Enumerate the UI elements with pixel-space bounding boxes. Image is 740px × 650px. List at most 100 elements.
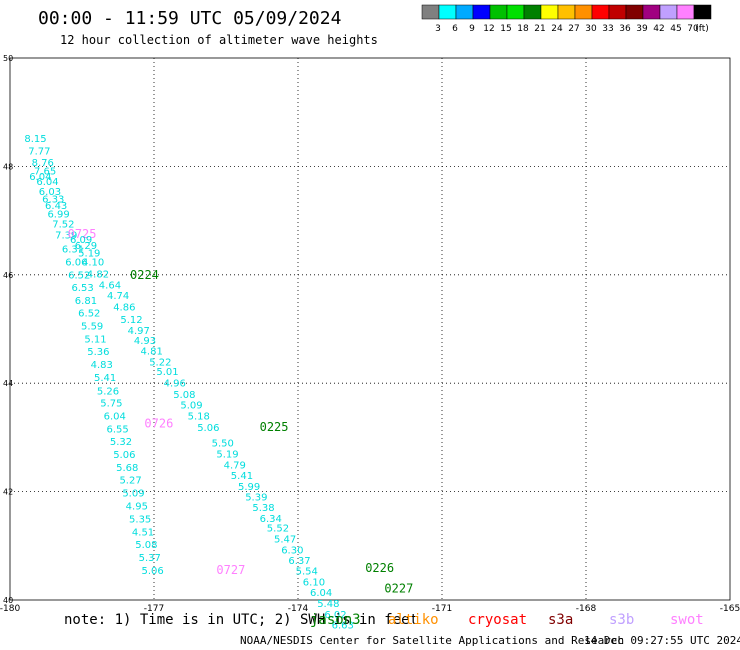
colorbar-swatch bbox=[489, 4, 508, 20]
wave-height-value: 5.52 bbox=[267, 524, 289, 535]
wave-height-value: 5.18 bbox=[188, 412, 210, 423]
wave-height-value: 5.19 bbox=[78, 248, 100, 259]
colorbar-swatch bbox=[642, 4, 661, 20]
x-tick-label: -165 bbox=[720, 604, 740, 614]
pass-time-label: 0226 bbox=[365, 561, 394, 575]
x-tick-label: -180 bbox=[0, 604, 20, 614]
wave-height-value: 5.59 bbox=[81, 322, 103, 333]
pass-time-label: 0725 bbox=[68, 227, 97, 241]
wave-height-value: 4.82 bbox=[87, 270, 109, 281]
colorbar-swatch bbox=[676, 4, 695, 20]
wave-height-value: 4.10 bbox=[82, 258, 104, 269]
wave-height-value: 4.97 bbox=[128, 326, 150, 337]
colorbar-swatch bbox=[540, 4, 559, 20]
pass-time-label: 0224 bbox=[130, 268, 159, 282]
wave-height-value: 6.34 bbox=[260, 514, 282, 525]
wave-height-value: 5.26 bbox=[97, 387, 119, 398]
wave-height-value: 5.68 bbox=[116, 463, 138, 474]
wave-height-value: 4.96 bbox=[164, 378, 186, 389]
wave-height-value: 6.10 bbox=[303, 577, 325, 588]
colorbar-legend: 3 6 9 12 15 18 21 24 27 30 33 36 39 42 45 70(ft) bbox=[421, 4, 712, 34]
wave-height-value: 5.22 bbox=[149, 357, 171, 368]
wave-height-value: 5.39 bbox=[245, 492, 267, 503]
wave-height-value: 5.35 bbox=[129, 514, 151, 525]
wave-height-value: 6.29 bbox=[75, 241, 97, 252]
wave-height-value: 8.15 bbox=[24, 134, 46, 145]
wave-height-value: 5.08 bbox=[173, 390, 195, 401]
wave-height-value: 5.06 bbox=[113, 450, 135, 461]
wave-height-value: 7.39 bbox=[55, 230, 77, 241]
pass-time-label: 0727 bbox=[216, 563, 245, 577]
pass-time-label: 0227 bbox=[384, 581, 413, 595]
wave-height-value: 6.43 bbox=[45, 201, 67, 212]
x-tick-label: -177 bbox=[144, 604, 164, 614]
colorbar-label: 3 bbox=[435, 24, 441, 34]
wave-height-value: 6.04 bbox=[310, 588, 332, 599]
wave-height-value: 5.01 bbox=[156, 367, 178, 378]
wave-height-value: 5.99 bbox=[238, 482, 260, 493]
wave-height-value: 6.63 bbox=[332, 621, 354, 632]
wave-height-value: 6.53 bbox=[71, 283, 93, 294]
colorbar-swatch bbox=[455, 4, 474, 20]
mission-label-cryosat: cryosat bbox=[468, 612, 528, 628]
colorbar-label: 15 bbox=[500, 24, 511, 34]
footer-timestamp: 14 Dec 09:27:55 UTC 2024 bbox=[584, 634, 740, 647]
colorbar-swatch bbox=[438, 4, 457, 20]
x-tick-label: -174 bbox=[288, 604, 309, 614]
y-tick-label: 44 bbox=[3, 379, 13, 388]
wave-height-value: 4.83 bbox=[91, 360, 113, 371]
wave-height-value: 5.47 bbox=[274, 535, 296, 546]
wave-height-value: 5.06 bbox=[197, 423, 219, 434]
colorbar-swatch bbox=[574, 4, 593, 20]
wave-height-value: 5.27 bbox=[119, 475, 141, 486]
wave-height-value: 6.52 bbox=[78, 309, 100, 320]
wave-height-value: 4.74 bbox=[107, 291, 129, 302]
plot-grid: -180 -177 -174 -171 -168 -165 50 48 46 44 42 40 bbox=[0, 54, 740, 614]
colorbar-label: 33 bbox=[602, 24, 613, 34]
pass-time-label: 0726 bbox=[144, 417, 173, 431]
wave-height-value: 6.02 bbox=[324, 610, 346, 621]
pass-time-label: 0225 bbox=[260, 420, 289, 434]
wave-height-value: 7.65 bbox=[34, 167, 56, 178]
colorbar-swatch bbox=[608, 4, 627, 20]
wave-height-value: 5.37 bbox=[139, 553, 161, 564]
footer-credit: NOAA/NESDIS Center for Satellite Applica… bbox=[240, 634, 625, 647]
colorbar-swatch bbox=[557, 4, 576, 20]
wave-height-value: 5.38 bbox=[252, 503, 274, 514]
colorbar-swatch bbox=[421, 4, 440, 20]
wave-height-value: 6.33 bbox=[42, 195, 64, 206]
y-tick-label: 46 bbox=[3, 271, 13, 280]
wave-height-value: 4.86 bbox=[113, 303, 135, 314]
colorbar-swatch bbox=[693, 4, 712, 20]
colorbar-label: (ft) bbox=[695, 24, 709, 34]
data-marks: 8.157.778.767.656.046.046.036.336.436.99… bbox=[24, 134, 413, 632]
colorbar-label: 21 bbox=[534, 24, 545, 34]
colorbar-swatch bbox=[506, 4, 525, 20]
wave-height-value: 5.09 bbox=[180, 401, 202, 412]
wave-height-value: 6.31 bbox=[62, 245, 84, 256]
wave-height-value: 6.04 bbox=[29, 172, 51, 183]
wave-height-value: 5.48 bbox=[317, 599, 339, 610]
wave-height-value: 5.41 bbox=[94, 373, 116, 384]
wave-height-value: 5.06 bbox=[142, 566, 164, 577]
series-jason3: 6.096.295.194.104.824.644.744.865.124.97… bbox=[70, 235, 413, 632]
series-swot: 8.157.778.767.656.046.046.036.336.436.99… bbox=[24, 134, 245, 577]
mission-label-altiko: altiko bbox=[388, 612, 439, 628]
y-tick-label: 50 bbox=[3, 54, 13, 63]
colorbar-label: 39 bbox=[636, 24, 648, 34]
wave-height-value: 6.30 bbox=[281, 545, 303, 556]
colorbar-label: 42 bbox=[653, 24, 664, 34]
wave-height-value: 5.32 bbox=[110, 437, 132, 448]
mission-label-swot: swot bbox=[670, 612, 704, 628]
colorbar-label: 70 bbox=[687, 24, 699, 34]
colorbar-swatch bbox=[591, 4, 610, 20]
wave-height-value: 6.03 bbox=[39, 187, 61, 198]
wave-height-value: 6.55 bbox=[106, 425, 128, 436]
wave-height-value: 5.54 bbox=[296, 567, 318, 578]
wave-height-value: 6.06 bbox=[65, 258, 87, 269]
mission-label-s3b: s3b bbox=[609, 612, 635, 628]
colorbar-swatch bbox=[659, 4, 678, 20]
wave-height-value: 7.52 bbox=[52, 220, 74, 231]
y-tick-label: 42 bbox=[3, 488, 13, 497]
